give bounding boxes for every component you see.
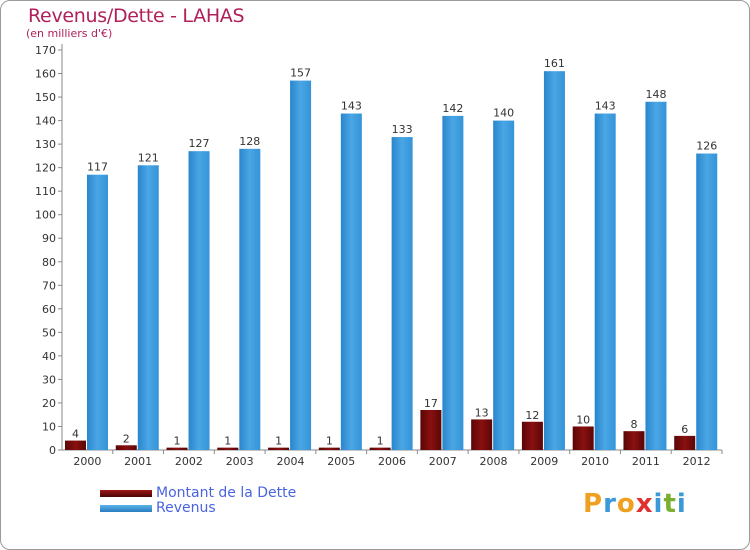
- proxiti-logo: Proxiti: [583, 489, 687, 519]
- revenue-bar: [188, 151, 210, 451]
- logo-letter: i: [676, 489, 687, 519]
- revenue-bar: [137, 165, 159, 450]
- y-tick-label: 10: [42, 420, 56, 433]
- revenue-bar: [442, 115, 464, 450]
- y-tick-label: 40: [42, 350, 56, 363]
- debt-bar: [369, 447, 391, 450]
- debt-bar: [166, 447, 188, 450]
- y-tick-label: 60: [42, 303, 56, 316]
- y-tick-label: 80: [42, 256, 56, 269]
- logo-letter: x: [635, 489, 654, 519]
- revenue-data-label: 121: [138, 151, 159, 164]
- chart-title: Revenus/Dette - LAHAS: [28, 5, 245, 27]
- y-tick-label: 20: [42, 397, 56, 410]
- debt-bar: [318, 447, 340, 450]
- revenue-data-label: 126: [696, 140, 717, 153]
- y-tick-label: 130: [35, 138, 56, 151]
- x-tick-label: 2000: [73, 455, 101, 468]
- debt-bar: [572, 426, 594, 450]
- logo-letter: P: [583, 489, 604, 519]
- logo-letter: t: [663, 489, 677, 519]
- debt-bar: [115, 445, 137, 450]
- revenue-bar: [290, 80, 312, 451]
- debt-data-label: 6: [681, 423, 688, 436]
- debt-data-label: 1: [275, 435, 282, 448]
- revenue-data-label: 161: [544, 57, 565, 70]
- legend-swatch-revenue: [100, 505, 152, 512]
- x-tick-label: 2004: [276, 455, 304, 468]
- debt-data-label: 1: [377, 435, 384, 448]
- y-tick-label: 160: [35, 68, 56, 81]
- x-tick-label: 2010: [581, 455, 609, 468]
- legend-label-revenue: Revenus: [156, 500, 216, 516]
- y-tick-label: 110: [35, 185, 56, 198]
- revenue-data-label: 117: [87, 161, 108, 174]
- debt-bar: [65, 440, 86, 450]
- x-tick-label: 2007: [429, 455, 457, 468]
- logo-letter: i: [653, 489, 664, 519]
- debt-bar: [521, 421, 543, 450]
- debt-data-label: 10: [576, 413, 590, 426]
- debt-bar: [268, 447, 290, 450]
- debt-data-label: 8: [630, 418, 637, 431]
- x-tick-label: 2002: [175, 455, 203, 468]
- debt-bar: [674, 435, 696, 450]
- y-tick-label: 0: [49, 444, 56, 457]
- revenue-bar: [645, 101, 667, 450]
- logo-letter: r: [603, 489, 617, 519]
- revenue-data-label: 143: [341, 100, 362, 113]
- y-tick-label: 50: [42, 326, 56, 339]
- debt-data-label: 1: [224, 435, 231, 448]
- revenue-bar: [493, 120, 515, 451]
- x-tick-label: 2005: [327, 455, 355, 468]
- debt-bar: [623, 431, 645, 450]
- debt-data-label: 2: [123, 432, 130, 445]
- x-tick-label: 2008: [480, 455, 508, 468]
- revenue-data-label: 143: [595, 100, 616, 113]
- y-tick-label: 90: [42, 232, 56, 245]
- revenue-data-label: 140: [493, 107, 514, 120]
- revenue-bar: [543, 71, 565, 451]
- x-tick-label: 2009: [530, 455, 558, 468]
- x-tick-label: 2001: [124, 455, 152, 468]
- y-tick-label: 70: [42, 279, 56, 292]
- revenue-data-label: 127: [189, 137, 210, 150]
- y-tick-label: 170: [35, 44, 56, 57]
- y-tick-label: 120: [35, 162, 56, 175]
- chart-subtitle: (en milliers d'€): [26, 27, 113, 40]
- revenue-data-label: 128: [239, 135, 260, 148]
- revenue-bar: [594, 113, 616, 450]
- y-tick-label: 140: [35, 115, 56, 128]
- y-tick-label: 30: [42, 373, 56, 386]
- x-tick-label: 2011: [632, 455, 660, 468]
- x-tick-label: 2006: [378, 455, 406, 468]
- y-tick-label: 100: [35, 209, 56, 222]
- legend-label-debt: Montant de la Dette: [156, 485, 297, 501]
- debt-data-label: 1: [174, 435, 181, 448]
- debt-data-label: 17: [424, 397, 438, 410]
- debt-bar: [420, 410, 442, 450]
- debt-data-label: 4: [72, 428, 79, 441]
- revenue-bar: [239, 148, 261, 450]
- debt-bar: [471, 419, 493, 450]
- debt-bar: [217, 447, 239, 450]
- debt-data-label: 12: [525, 409, 539, 422]
- logo-letter: o: [616, 489, 636, 519]
- revenue-data-label: 142: [442, 102, 463, 115]
- revenue-data-label: 133: [392, 123, 413, 136]
- revenue-bar: [391, 137, 413, 450]
- debt-data-label: 13: [475, 406, 489, 419]
- revenue-data-label: 157: [290, 67, 311, 80]
- debt-data-label: 1: [326, 435, 333, 448]
- revenue-bar: [340, 113, 362, 450]
- x-tick-label: 2003: [226, 455, 254, 468]
- x-tick-label: 2012: [683, 455, 711, 468]
- revenue-data-label: 148: [645, 88, 666, 101]
- legend-swatch-debt: [100, 490, 152, 497]
- y-tick-label: 150: [35, 91, 56, 104]
- revenue-bar: [87, 174, 108, 451]
- revenue-bar: [696, 153, 718, 450]
